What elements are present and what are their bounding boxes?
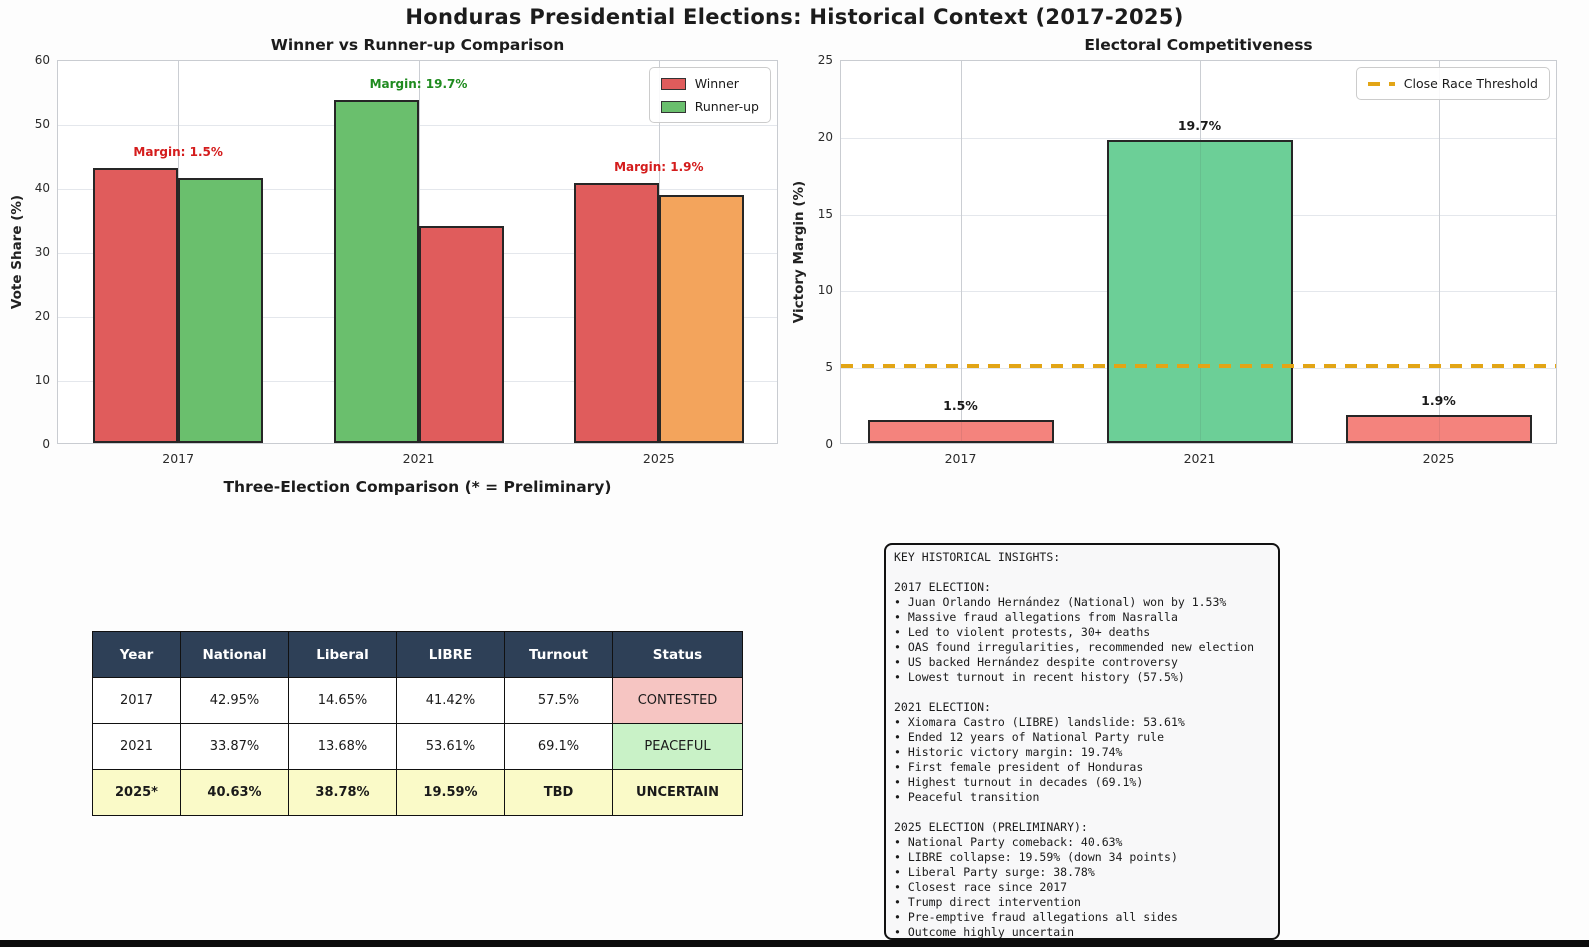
gridline-vertical-overlay (178, 61, 180, 443)
insights-box: KEY HISTORICAL INSIGHTS: 2017 ELECTION: … (884, 543, 1280, 940)
close-race-threshold-line (841, 364, 1556, 369)
bar-value-label: 1.9% (1421, 392, 1456, 408)
y-tick-label: 20 (34, 309, 50, 323)
cell-libre: 19.59% (396, 769, 505, 816)
margin-annotation: Margin: 1.9% (614, 159, 704, 174)
cell-turnout: 57.5% (504, 677, 613, 724)
gridline-vertical-overlay (1438, 61, 1440, 443)
x-tick-label: 2025 (1422, 451, 1455, 466)
bar-2025-winner (573, 182, 659, 443)
x-tick-label: 2021 (402, 451, 435, 466)
table-header-liberal: Liberal (288, 631, 397, 678)
bar-2021-winner (333, 99, 419, 443)
margin-annotation: Margin: 19.7% (369, 76, 468, 91)
y-tick-label: 30 (34, 245, 50, 259)
legend-label: Winner (694, 76, 739, 91)
x-axis-label-vote-share: Three-Election Comparison (* = Prelimina… (223, 478, 612, 496)
gridline-vertical-overlay (418, 61, 420, 443)
cell-year: 2017 (92, 677, 181, 724)
gridline-horizontal (841, 137, 1556, 139)
legend: Close Race Threshold (1355, 67, 1550, 100)
status-badge: CONTESTED (612, 677, 743, 724)
gridline-vertical (960, 61, 962, 443)
plot-vote-share: 0 10 20 30 40 50 60 2017 2021 2025 Margin: 1.5% Mar… (35, 53, 778, 466)
table-row-2021: 2021 33.87% 13.68% 53.61% 69.1% PEACEFUL (92, 723, 743, 770)
y-tick-label: 5 (825, 360, 833, 375)
bar-2017-runner-up (178, 177, 264, 443)
cell-year: 2025* (92, 769, 181, 816)
results-table: Year National Liberal LIBRE Turnout Stat… (92, 631, 743, 816)
gridline-vertical (1438, 61, 1440, 443)
bar-2025-runner-up (658, 194, 744, 443)
cell-libre: 53.61% (396, 723, 505, 770)
gridline-vertical-overlay (1199, 61, 1201, 443)
plot-competitiveness: 0 5 10 15 20 25 2017 2021 2025 1.5% 19.7% 1.9% Close… (818, 53, 1557, 466)
table-header-national: National (180, 631, 289, 678)
legend-label: Close Race Threshold (1403, 76, 1538, 91)
cell-liberal: 13.68% (288, 723, 397, 770)
color-patch-swatch (660, 77, 686, 90)
chart-title-vote-share: Winner vs Runner-up Comparison (270, 36, 565, 54)
bar-2025-victory-margin (1345, 414, 1532, 443)
cell-liberal: 14.65% (288, 677, 397, 724)
y-tick-label: 20 (817, 129, 833, 144)
table-header-row: Year National Liberal LIBRE Turnout Stat… (92, 631, 743, 678)
main-title: Honduras Presidential Elections: Histori… (405, 5, 1184, 29)
status-badge: UNCERTAIN (612, 769, 743, 816)
gridline-vertical-overlay (960, 61, 962, 443)
bottom-border-bar (0, 940, 1589, 947)
x-tick-label: 2021 (1183, 451, 1216, 466)
table-row-2025: 2025* 40.63% 38.78% 19.59% TBD UNCERTAIN (92, 769, 743, 816)
gridline-vertical-overlay (658, 61, 660, 443)
status-badge: PEACEFUL (612, 723, 743, 770)
table-header-turnout: Turnout (504, 631, 613, 678)
bar-2017-victory-margin (867, 419, 1054, 443)
y-tick-label: 10 (817, 283, 833, 298)
cell-year: 2021 (92, 723, 181, 770)
y-tick-label: 15 (817, 206, 833, 221)
y-tick-label: 25 (817, 53, 833, 67)
table-header-year: Year (92, 631, 181, 678)
y-tick-label: 40 (34, 181, 50, 195)
dashed-line-swatch (1367, 81, 1395, 86)
legend: Winner Runner-up (648, 67, 771, 123)
cell-liberal: 38.78% (288, 769, 397, 816)
legend-entry: Close Race Threshold (1367, 76, 1538, 91)
bar-2021-victory-margin (1106, 139, 1293, 443)
legend-label: Runner-up (694, 99, 759, 114)
cell-turnout: 69.1% (504, 723, 613, 770)
margin-annotation: Margin: 1.5% (133, 145, 223, 160)
table-row-2017: 2017 42.95% 14.65% 41.42% 57.5% CONTESTE… (92, 677, 743, 724)
y-tick-label: 60 (34, 53, 50, 67)
cell-turnout: TBD (504, 769, 613, 816)
cell-libre: 41.42% (396, 677, 505, 724)
chart-title-competitiveness: Electoral Competitiveness (1084, 36, 1313, 54)
y-tick-label: 0 (42, 437, 50, 451)
insights-text: KEY HISTORICAL INSIGHTS: 2017 ELECTION: … (894, 550, 1255, 939)
bar-value-label: 19.7% (1177, 117, 1222, 133)
y-tick-label: 0 (825, 437, 833, 451)
cell-national: 40.63% (180, 769, 289, 816)
x-tick-label: 2017 (944, 451, 977, 466)
legend-entry: Winner (660, 76, 759, 91)
legend-entry: Runner-up (660, 99, 759, 114)
x-tick-label: 2025 (642, 451, 675, 466)
x-tick-label: 2017 (162, 451, 195, 466)
bar-2017-winner (93, 168, 179, 443)
bar-2021-runner-up (418, 226, 504, 443)
y-tick-label: 10 (34, 373, 50, 387)
table-header-libre: LIBRE (396, 631, 505, 678)
bar-value-label: 1.5% (943, 397, 978, 413)
color-patch-swatch (660, 100, 686, 113)
cell-national: 42.95% (180, 677, 289, 724)
table-header-status: Status (612, 631, 743, 678)
y-tick-label: 50 (34, 117, 50, 131)
y-axis-label-competitiveness: Victory Margin (%) (791, 180, 807, 324)
cell-national: 33.87% (180, 723, 289, 770)
